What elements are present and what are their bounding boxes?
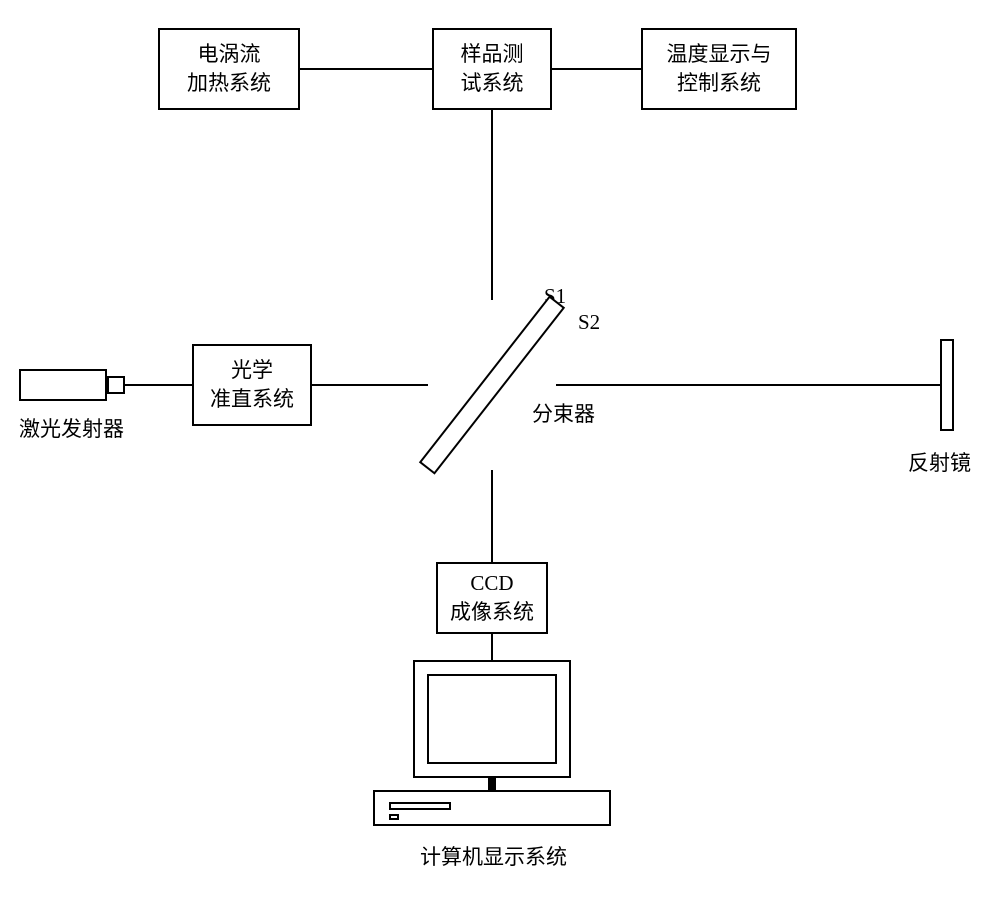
beam-splitter [370, 260, 614, 510]
sample-test-box: 样品测 试系统 [432, 28, 552, 110]
connector-line [125, 384, 192, 386]
eddy-heating-l1: 电涡流 [198, 40, 261, 69]
computer-label: 计算机显示系统 [420, 841, 567, 871]
connector-line [300, 68, 432, 70]
computer-drive [389, 802, 451, 810]
collimator-box: 光学 准直系统 [192, 344, 312, 426]
connector-line [491, 634, 493, 660]
computer-base [373, 790, 611, 826]
sample-test-l1: 样品测 [461, 40, 524, 69]
ccd-l2: 成像系统 [450, 598, 534, 627]
temp-ctrl-l2: 控制系统 [677, 69, 761, 98]
ccd-l1: CCD [470, 569, 513, 598]
collimator-l2: 准直系统 [210, 385, 294, 414]
temp-ctrl-l1: 温度显示与 [667, 40, 772, 69]
sample-test-l2: 试系统 [461, 69, 524, 98]
collimator-l1: 光学 [231, 356, 273, 385]
mirror [940, 339, 954, 431]
connector-line [552, 68, 641, 70]
laser-tip [107, 376, 125, 394]
computer-screen [427, 674, 557, 764]
eddy-heating-l2: 加热系统 [187, 69, 271, 98]
laser-label: 激光发射器 [19, 413, 124, 443]
temp-ctrl-box: 温度显示与 控制系统 [641, 28, 797, 110]
computer-button [389, 814, 399, 820]
eddy-heating-box: 电涡流 加热系统 [158, 28, 300, 110]
computer-monitor [413, 660, 571, 778]
ccd-box: CCD 成像系统 [436, 562, 548, 634]
laser-body [19, 369, 107, 401]
mirror-label: 反射镜 [908, 447, 971, 477]
